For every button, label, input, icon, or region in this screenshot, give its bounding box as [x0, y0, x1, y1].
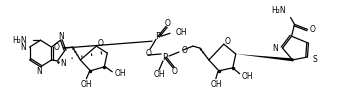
Text: O: O	[97, 39, 103, 48]
Text: N: N	[37, 67, 42, 76]
Text: S: S	[313, 55, 317, 64]
Text: P: P	[162, 53, 168, 62]
Polygon shape	[236, 54, 294, 61]
Text: P: P	[155, 32, 161, 41]
Text: H₂N: H₂N	[12, 36, 27, 45]
Text: O: O	[54, 43, 60, 52]
Text: O: O	[172, 67, 178, 76]
Text: O: O	[165, 19, 171, 28]
Text: O: O	[225, 37, 231, 46]
Text: N: N	[58, 32, 64, 41]
Text: OH: OH	[80, 80, 92, 89]
Text: H₂N: H₂N	[271, 6, 286, 15]
Text: OH: OH	[242, 72, 253, 81]
Text: O: O	[145, 49, 151, 58]
Text: N: N	[61, 59, 66, 68]
Text: N: N	[272, 44, 278, 53]
Text: O: O	[182, 46, 188, 55]
Text: O: O	[309, 25, 315, 34]
Text: OH: OH	[153, 70, 165, 79]
Text: OH: OH	[211, 80, 223, 89]
Text: N: N	[20, 43, 26, 52]
Text: OH: OH	[176, 28, 188, 37]
Text: OH: OH	[114, 69, 126, 78]
